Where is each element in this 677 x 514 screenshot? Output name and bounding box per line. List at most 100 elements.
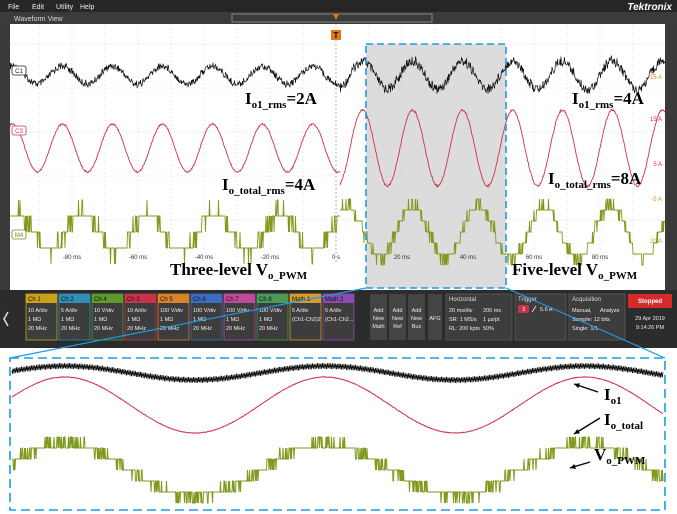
trigger-marker-label: T	[334, 31, 339, 40]
time-label: 20 ms	[394, 255, 410, 261]
menu-item[interactable]: Edit	[32, 4, 44, 11]
horizontal-setting: 1 µs/pt	[483, 317, 500, 323]
trigger-source: 3	[522, 307, 525, 313]
add-button-word: Bus	[412, 324, 422, 330]
channel-button[interactable]: Math 2 5 A/div (Ch1-Ch2...	[323, 294, 354, 340]
channel-setting: 1 MΩ	[127, 317, 140, 323]
annotation-part: =8A	[611, 169, 642, 188]
add-button-label: Add New Math	[372, 308, 384, 330]
channel-setting: 5 A/div	[325, 308, 342, 314]
channel-setting: 20 MHz	[226, 326, 245, 332]
channel-name: Ch 6	[193, 297, 206, 303]
section-title: Acquisition	[572, 297, 601, 303]
right-strip	[665, 24, 677, 290]
channel-setting: 20 MHz	[127, 326, 146, 332]
scale-label: 20 A	[650, 239, 662, 245]
horizontal-setting: 50%	[483, 326, 494, 332]
scale-label: -5 A	[651, 197, 662, 203]
channel-tag-label: C1	[15, 69, 23, 75]
menu-item[interactable]: Utility	[56, 4, 74, 11]
add-button-text: Add New Bus	[411, 308, 422, 330]
date: 29 Apr 2019	[635, 316, 665, 322]
scale-label: 15 A	[650, 117, 662, 123]
menu-item[interactable]: File	[8, 4, 19, 11]
channel-setting: 1 MΩ	[259, 317, 272, 323]
channel-setting: 1 MΩ	[226, 317, 239, 323]
channel-setting: 20 MHz	[61, 326, 80, 332]
annotation-part: o_PWM	[598, 270, 638, 282]
channel-setting: (Ch1-Ch2)2	[292, 317, 321, 323]
brand: Tektronix	[627, 2, 672, 13]
channel-setting: 20 MHz	[94, 326, 113, 332]
time-label: 0 s	[332, 255, 340, 261]
channel-name: Ch 3	[127, 297, 140, 303]
channel-setting: 1 MΩ	[28, 317, 41, 323]
annotation-part: Five-level V	[512, 260, 599, 279]
time-label: 40 ms	[460, 255, 476, 261]
channel-setting: 10 A/div	[127, 308, 147, 314]
annotation-part: =4A	[613, 89, 644, 108]
annotation-part: Three-level V	[170, 260, 269, 279]
add-button-word: New	[373, 316, 384, 322]
annotation-part: o_total_rms	[229, 185, 286, 197]
horizontal-setting: 200 ms	[483, 308, 501, 314]
add-button-word: Ref	[393, 324, 402, 330]
channel-name: Ch 5	[160, 297, 173, 303]
channel-setting: 5 A/div	[292, 308, 309, 314]
channel-button[interactable]: Math 15 A/div(Ch1-Ch2)2	[290, 294, 321, 340]
channel-name: Ch 4	[94, 297, 107, 303]
channel-name: Math 2	[325, 297, 344, 303]
channel-setting: 1 MΩ	[94, 317, 107, 323]
time-label: -80 ms	[63, 255, 81, 261]
time: 9:14:26 PM	[636, 325, 665, 331]
annotation-part: =2A	[286, 89, 317, 108]
channel-setting: 5 A/div	[61, 308, 78, 314]
channel-setting: 10 A/div	[28, 308, 48, 314]
screenshot: File Edit Utility Help Tektronix Waveform Vie…	[0, 0, 677, 514]
section-title: Horizontal	[449, 297, 476, 303]
time-label: -60 ms	[129, 255, 147, 261]
channel-tag-label: M4	[15, 233, 24, 239]
channel-setting: 1 MΩ	[160, 317, 173, 323]
channel-tag-label: C3	[15, 129, 23, 135]
horizontal-setting: 20 ms/div	[449, 308, 473, 314]
horizontal-setting: RL: 200 kpts	[449, 326, 480, 332]
add-button-word: Add	[374, 308, 384, 314]
acquisition-setting: Manual,	[572, 308, 592, 314]
scale-label: 5 A	[653, 162, 662, 168]
zoom-label-part: o_total	[611, 420, 643, 432]
add-button-word: Add	[393, 308, 403, 314]
channel-setting: 10 V/div	[94, 308, 114, 314]
afg-label: AFG	[429, 316, 440, 322]
add-button-text: Add New Ref	[392, 308, 403, 330]
left-strip	[0, 24, 10, 290]
zoom-label-part: V	[594, 445, 607, 464]
annotation-part: o_PWM	[268, 270, 308, 282]
menu-item[interactable]: Help	[80, 4, 95, 11]
status-label: Stopped	[638, 299, 662, 305]
channel-setting: 100 V/div	[160, 308, 183, 314]
channel-setting: (Ch1-Ch2...	[325, 317, 354, 323]
add-button-word: Math	[372, 324, 384, 330]
acquisition-setting: Analyze	[600, 308, 620, 314]
channel-name: Ch 7	[226, 297, 239, 303]
zoom-label-part: o1	[611, 395, 622, 407]
zoom-label-part: o_PWM	[606, 455, 646, 467]
channel-button[interactable]: Ch 4 10 V/div 1 MΩ 20 MHz	[92, 294, 123, 340]
annotation-part: =4A	[285, 175, 316, 194]
channel-setting: 20 MHz	[28, 326, 47, 332]
view-title: Waveform View	[14, 16, 64, 23]
add-button-word: Add	[412, 308, 422, 314]
add-button-word: New	[392, 316, 403, 322]
channel-button[interactable]: Ch 3 10 A/div 1 MΩ 20 MHz	[125, 294, 156, 340]
add-button-label: Add New Ref	[392, 308, 403, 330]
channel-setting: 100 V/div	[193, 308, 216, 314]
horizontal-setting: SR: 1 MS/s	[449, 317, 477, 323]
annotation-part: o1_rms	[252, 99, 288, 111]
add-button-word: New	[411, 316, 422, 322]
